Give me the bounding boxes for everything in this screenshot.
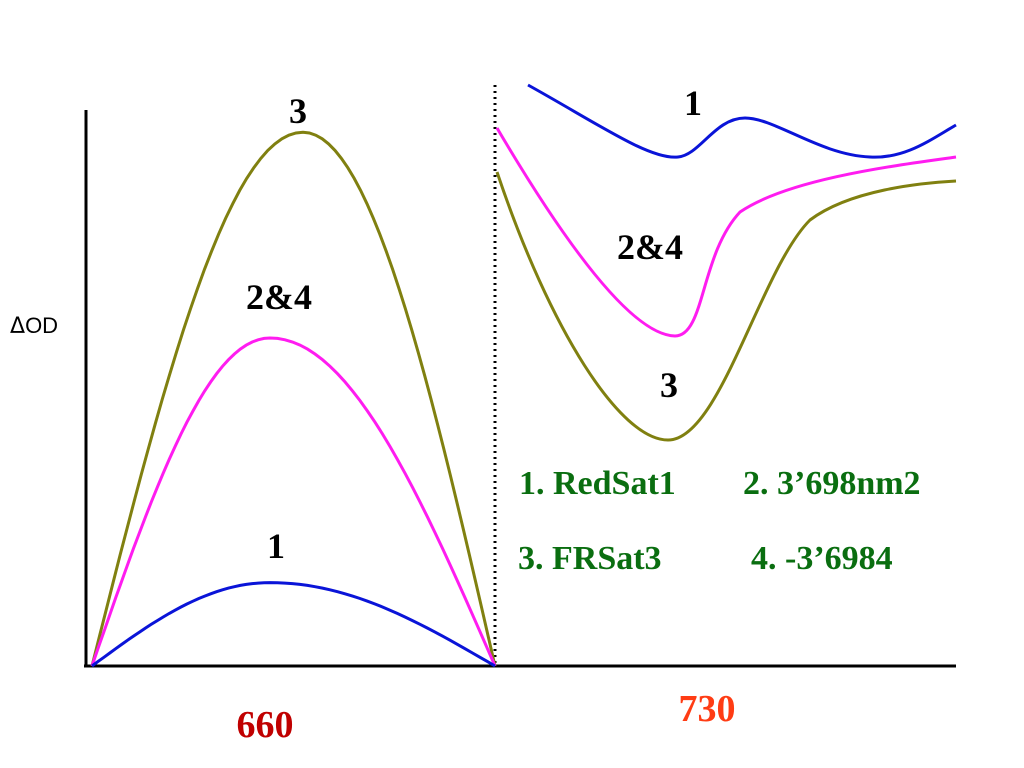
- series-line-1-660: [91, 581, 496, 668]
- legend-item-2: 2. 3’698nm2: [743, 465, 921, 502]
- series-line-2-4-730: [495, 127, 957, 338]
- series-line-2-4-660: [90, 336, 497, 667]
- x-tick-label-730: 730: [679, 688, 736, 730]
- legend-item-3: 3. FRSat3: [518, 540, 662, 577]
- legend-item-4: 4. -3’6984: [751, 540, 893, 577]
- label-left-1: 1: [267, 526, 285, 566]
- label-left-2-4: 2&4: [246, 277, 312, 317]
- y-axis-label-text: OD: [25, 313, 58, 338]
- label-right-3: 3: [660, 365, 678, 405]
- series-line-3-730: [495, 171, 957, 442]
- series-line-1-730: [527, 83, 957, 159]
- x-tick-label-660: 660: [237, 704, 294, 746]
- y-axis-label: ΔOD: [10, 313, 58, 339]
- label-left-3: 3: [289, 91, 307, 131]
- delta-symbol: Δ: [10, 314, 25, 339]
- label-right-1: 1: [684, 83, 702, 123]
- legend-item-1: 1. RedSat1: [519, 465, 676, 502]
- label-right-2-4: 2&4: [617, 227, 683, 267]
- series-line-3-660: [90, 130, 497, 667]
